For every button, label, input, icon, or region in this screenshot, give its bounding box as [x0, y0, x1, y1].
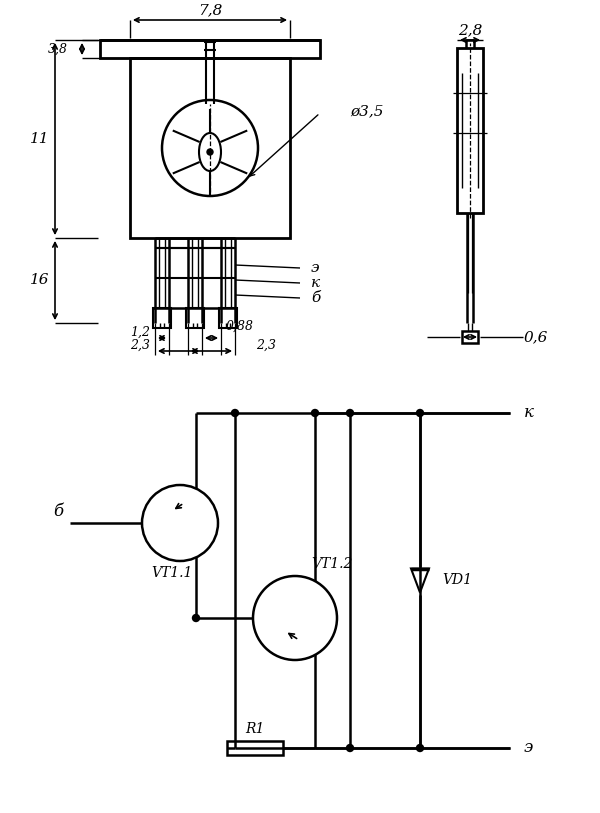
Text: 7,8: 7,8: [198, 3, 222, 17]
Text: 2,8: 2,8: [458, 23, 482, 37]
Bar: [153, 308, 171, 328]
Text: э: э: [524, 740, 533, 757]
Text: 2,3: 2,3: [256, 338, 276, 351]
Text: VT1.1: VT1.1: [151, 566, 193, 580]
Ellipse shape: [199, 133, 221, 171]
Circle shape: [311, 410, 319, 416]
Bar: [457, 48, 483, 213]
Bar: [227, 741, 283, 755]
Bar: [462, 331, 478, 343]
Circle shape: [347, 410, 353, 416]
Bar: [130, 58, 290, 238]
Circle shape: [162, 100, 258, 196]
Text: 16: 16: [29, 273, 49, 288]
Text: 0,6: 0,6: [524, 330, 548, 344]
Text: б: б: [53, 502, 63, 520]
Text: ø3,5: ø3,5: [350, 104, 383, 118]
Text: э: э: [311, 261, 320, 275]
Text: к: к: [524, 405, 534, 421]
Bar: [219, 308, 237, 328]
Text: 2,3: 2,3: [130, 338, 150, 351]
Circle shape: [253, 576, 337, 660]
Text: б: б: [311, 291, 320, 305]
Circle shape: [416, 410, 424, 416]
Circle shape: [142, 485, 218, 561]
Text: 1,2: 1,2: [130, 325, 150, 338]
Circle shape: [232, 410, 239, 416]
Text: 11: 11: [29, 132, 49, 146]
Bar: [100, 40, 320, 58]
Circle shape: [193, 615, 199, 621]
Text: VD1: VD1: [442, 573, 472, 588]
Text: R1: R1: [245, 722, 265, 736]
Circle shape: [416, 745, 424, 751]
Text: VT1.2: VT1.2: [311, 557, 353, 571]
Text: 0,88: 0,88: [226, 320, 254, 333]
Text: к: к: [311, 276, 320, 290]
Text: 3,8: 3,8: [48, 42, 68, 55]
Bar: [186, 308, 204, 328]
Circle shape: [347, 745, 353, 751]
Circle shape: [207, 149, 213, 155]
Polygon shape: [411, 568, 429, 593]
